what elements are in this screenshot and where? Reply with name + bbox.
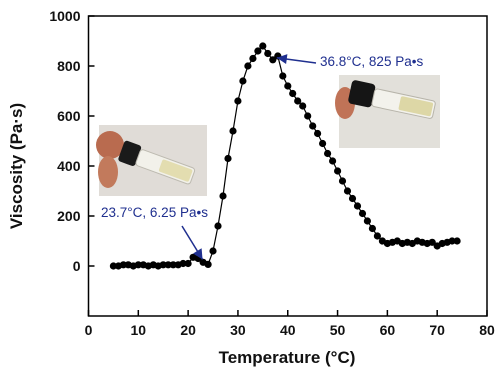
data-point	[259, 42, 267, 50]
data-point	[204, 260, 212, 268]
annotation-peak: 36.8°C, 825 Pa•s	[276, 54, 423, 69]
data-point	[164, 261, 172, 269]
data-point	[279, 72, 287, 80]
x-tick-label: 60	[380, 322, 396, 338]
data-point	[373, 232, 381, 240]
data-point	[109, 262, 117, 270]
data-point	[358, 209, 367, 218]
data-point	[254, 47, 262, 55]
x-tick-label: 30	[230, 322, 246, 338]
data-point	[363, 217, 371, 225]
x-tick-label: 70	[429, 322, 445, 338]
data-point	[453, 237, 461, 245]
data-point	[428, 238, 436, 246]
series-points	[109, 42, 461, 270]
data-point	[219, 192, 227, 200]
x-tick-label: 10	[131, 322, 147, 338]
data-point	[299, 102, 307, 110]
data-point	[179, 259, 187, 268]
data-point	[324, 149, 332, 158]
y-tick-label: 0	[73, 258, 81, 274]
data-point	[329, 157, 337, 165]
y-tick-label: 400	[57, 158, 81, 174]
annotation-onset-arrowhead	[193, 248, 203, 260]
data-point	[343, 187, 352, 195]
data-point	[338, 177, 347, 185]
data-point	[294, 97, 302, 105]
data-point	[244, 62, 252, 70]
y-tick-label: 1000	[49, 8, 80, 24]
data-point	[234, 97, 242, 105]
data-point	[314, 129, 322, 138]
axis-ticks	[87, 15, 488, 316]
y-tick-label: 800	[57, 58, 81, 74]
annotation-peak-label: 36.8°C, 825 Pa•s	[320, 54, 423, 69]
data-point	[353, 202, 362, 210]
data-point	[448, 237, 456, 245]
data-point	[269, 56, 277, 64]
y-tick-label: 200	[57, 208, 81, 224]
data-point	[319, 139, 327, 148]
x-tick-label: 40	[280, 322, 296, 338]
x-tick-label: 50	[330, 322, 346, 338]
y-tick-label: 600	[57, 108, 81, 124]
data-point	[214, 222, 222, 230]
data-point	[229, 127, 237, 135]
data-point	[309, 122, 317, 130]
data-point	[159, 261, 167, 269]
data-point	[169, 261, 177, 269]
y-tick-labels: 0 200 400 600 800 1000	[49, 8, 80, 274]
y-axis-title: Viscosity (Pa·s)	[7, 103, 26, 229]
gel-liquid	[398, 96, 434, 117]
sol-liquid	[158, 159, 193, 182]
gel-state-vial-photo	[335, 75, 440, 148]
x-axis-title: Temperature (°C)	[219, 348, 356, 367]
x-tick-label: 20	[180, 322, 196, 338]
x-tick-labels: 0 10 20 30 40 50 60 70 80	[85, 322, 495, 338]
data-point	[284, 82, 292, 90]
series-layer	[109, 42, 461, 270]
data-point	[184, 259, 192, 268]
data-point	[224, 154, 232, 163]
data-point	[134, 261, 142, 269]
data-point	[334, 167, 342, 175]
data-point	[264, 49, 272, 58]
annotation-onset-label: 23.7°C, 6.25 Pa•s	[101, 205, 208, 220]
data-point	[209, 247, 217, 255]
annotation-onset: 23.7°C, 6.25 Pa•s	[101, 205, 208, 260]
x-tick-label: 0	[85, 322, 93, 338]
annotation-peak-arrowhead	[276, 54, 288, 64]
data-point	[348, 194, 357, 203]
data-point	[239, 77, 247, 85]
data-point	[289, 89, 297, 98]
data-point	[304, 112, 312, 120]
x-tick-label: 80	[479, 322, 495, 338]
sol-state-vial-photo	[96, 125, 207, 196]
data-point	[249, 54, 257, 63]
data-point	[368, 224, 376, 233]
